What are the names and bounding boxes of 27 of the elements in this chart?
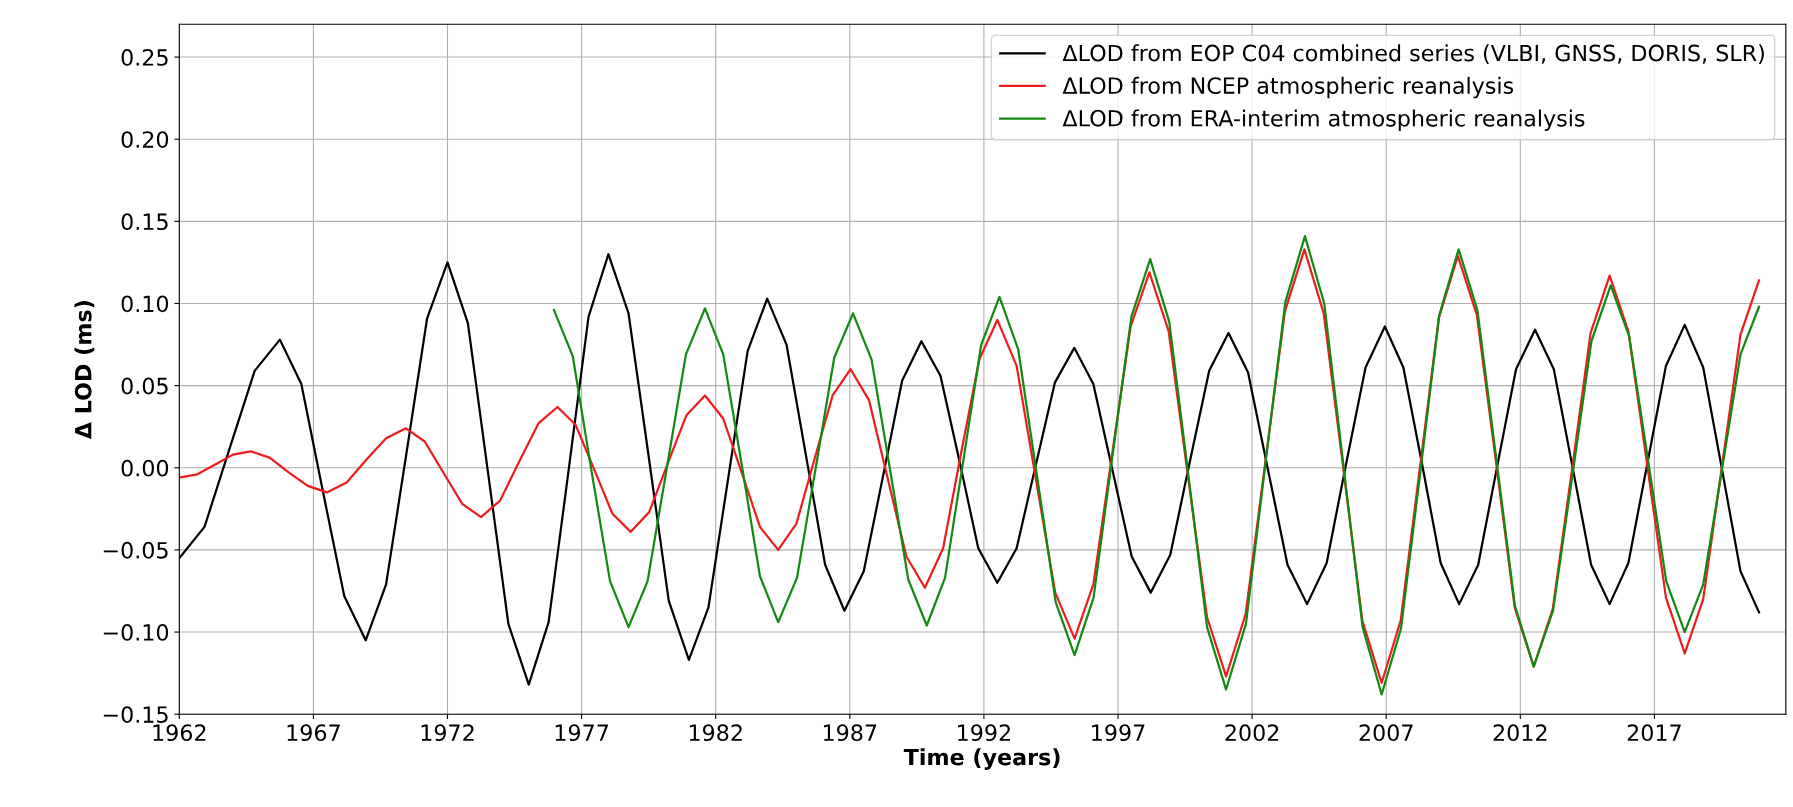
- line-series: [552, 235, 1761, 696]
- y-tick-label: 0.00: [121, 459, 169, 477]
- y-tick-label: 0.10: [121, 295, 169, 313]
- x-tick-label: 1972: [421, 724, 474, 742]
- y-tick-label: −0.05: [103, 541, 168, 559]
- x-tick-label: 1962: [153, 724, 206, 742]
- x-tick-label: 1997: [1092, 724, 1145, 742]
- legend-label: ΔLOD from ERA-interim atmospheric reanalysis: [1062, 109, 1585, 131]
- x-tick-label: 2002: [1225, 724, 1279, 742]
- x-tick-label: 2017: [1627, 724, 1681, 742]
- y-axis-title: Δ LOD (ms): [74, 301, 95, 440]
- x-tick-label: 1987: [823, 724, 877, 742]
- legend-label: ΔLOD from EOP C04 combined series (VLBI, GNSS, DORIS, SLR): [1062, 44, 1764, 65]
- x-tick-label: 1992: [958, 724, 1010, 742]
- x-tick-label: 1967: [287, 724, 340, 742]
- x-tick-label: 2007: [1359, 724, 1413, 742]
- y-tick-label: −0.15: [103, 706, 168, 723]
- legend-label: ΔLOD from NCEP atmospheric reanalysis: [1062, 76, 1514, 99]
- x-tick-label: 1982: [689, 724, 742, 742]
- x-tick-label: 2012: [1493, 724, 1547, 742]
- y-tick-label: 0.15: [121, 213, 168, 231]
- x-axis-title: Time (years): [903, 748, 1060, 770]
- x-tick-label: 1977: [555, 724, 608, 742]
- y-tick-label: −0.10: [103, 624, 169, 641]
- y-tick-label: 0.25: [121, 49, 168, 66]
- y-tick-label: 0.05: [121, 377, 168, 395]
- y-tick-label: 0.20: [121, 131, 169, 148]
